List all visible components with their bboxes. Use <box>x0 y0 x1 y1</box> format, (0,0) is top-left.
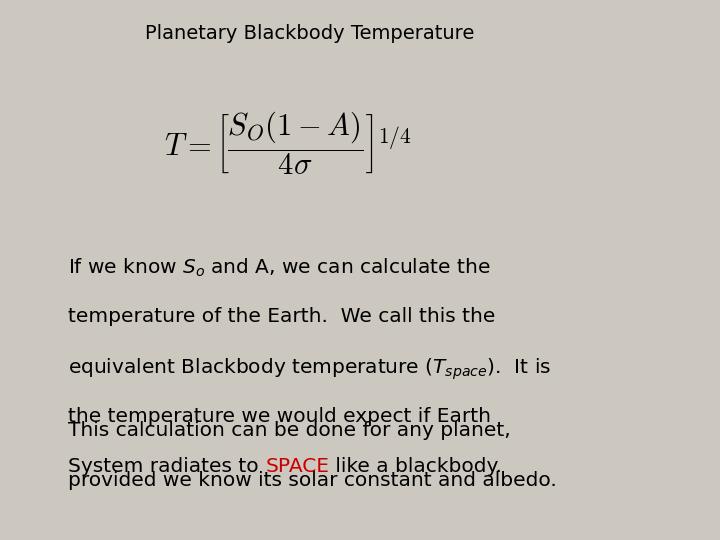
Text: This calculation can be done for any planet,: This calculation can be done for any pla… <box>68 421 511 440</box>
Text: provided we know its solar constant and albedo.: provided we know its solar constant and … <box>68 471 557 490</box>
Text: like a blackbody.: like a blackbody. <box>329 457 503 476</box>
Text: equivalent Blackbody temperature ($T_{space}$).  It is: equivalent Blackbody temperature ($T_{sp… <box>68 357 552 382</box>
Text: SPACE: SPACE <box>266 457 329 476</box>
Text: temperature of the Earth.  We call this the: temperature of the Earth. We call this t… <box>68 307 496 326</box>
Text: Planetary Blackbody Temperature: Planetary Blackbody Temperature <box>145 24 474 43</box>
Text: the temperature we would expect if Earth: the temperature we would expect if Earth <box>68 407 491 426</box>
Text: $T = \left[\dfrac{S_O(1-A)}{4\sigma}\right]^{1/4}$: $T = \left[\dfrac{S_O(1-A)}{4\sigma}\rig… <box>164 109 412 177</box>
Text: If we know $S_o$ and A, we can calculate the: If we know $S_o$ and A, we can calculate… <box>68 256 491 279</box>
Text: System radiates to: System radiates to <box>68 457 266 476</box>
